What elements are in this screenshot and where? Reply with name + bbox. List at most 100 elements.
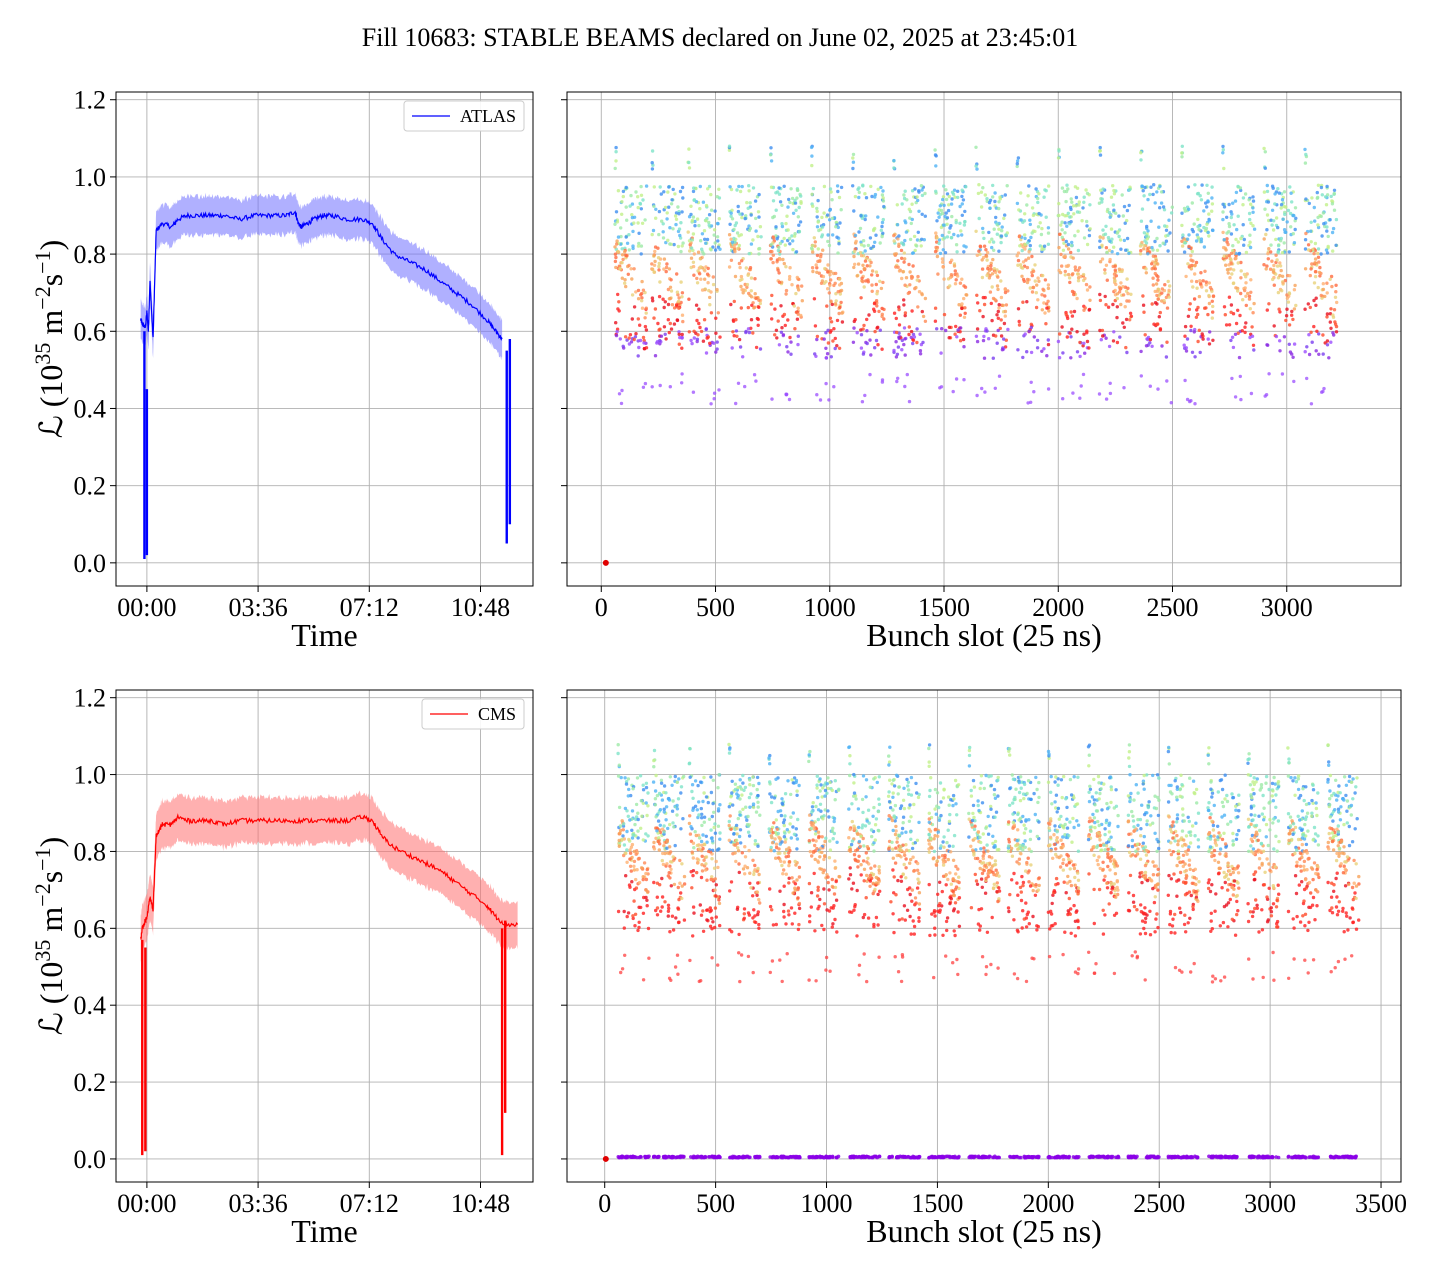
cms_bunch-point — [644, 785, 649, 790]
atlas_bunch-point — [820, 215, 824, 220]
cms_bunch-point — [1103, 827, 1107, 831]
atlas_bunch-point — [1037, 279, 1041, 283]
atlas_bunch-point — [1061, 351, 1065, 355]
atlas_bunch-point — [1283, 212, 1287, 217]
atlas_bunch-point — [956, 189, 960, 193]
cms_bunch-point — [833, 798, 837, 802]
atlas_bunch-point — [1069, 310, 1073, 314]
cms_bunch-point — [634, 852, 638, 856]
atlas_bunch-point — [851, 166, 855, 171]
cms_bunch-point — [1024, 901, 1028, 905]
atlas_bunch-point — [1034, 291, 1039, 295]
cms_bunch-point — [673, 843, 677, 848]
atlas_bunch-point — [753, 277, 757, 281]
cms_bunch-point — [1008, 803, 1012, 807]
atlas_bunch-point — [747, 330, 752, 335]
atlas_bunch-point — [1165, 340, 1169, 344]
atlas_bunch-point — [1230, 212, 1234, 216]
cms_bunch-point — [932, 910, 936, 914]
atlas_bunch-point — [1060, 228, 1064, 232]
atlas_bunch-point — [749, 276, 754, 280]
atlas_bunch-point — [757, 298, 761, 302]
atlas_bunch-point — [1128, 185, 1132, 189]
atlas_bunch-point — [982, 302, 987, 307]
atlas_bunch-point — [1200, 285, 1204, 289]
cms_bunch-point — [854, 797, 858, 801]
cms_bunch-point — [682, 874, 687, 879]
cms_bunch-point — [634, 817, 638, 822]
atlas_bunch-point — [657, 264, 661, 269]
atlas_bunch-point — [1278, 273, 1282, 278]
cms_time-ylabel-part: 35 — [30, 940, 55, 962]
atlas_bunch-point — [1164, 228, 1169, 232]
atlas_bunch-point — [1236, 240, 1241, 244]
atlas_bunch-point — [1108, 215, 1112, 219]
atlas_bunch-point — [716, 222, 720, 226]
cms_bunch-point — [948, 871, 952, 875]
atlas_bunch-point — [949, 224, 953, 228]
cms_bunch-point — [909, 775, 914, 780]
atlas_bunch-point — [1275, 264, 1280, 268]
cms_bunch-point — [1056, 777, 1060, 781]
atlas_bunch-point — [826, 341, 831, 345]
cms_bunch-point — [751, 802, 756, 806]
atlas_bunch-point — [1227, 295, 1232, 299]
atlas_bunch-point — [619, 226, 623, 230]
atlas_bunch-point — [1098, 245, 1102, 250]
atlas_bunch-point — [1269, 218, 1273, 222]
atlas_bunch-point — [1221, 151, 1225, 155]
atlas_bunch-point — [1243, 288, 1247, 293]
cms_bunch-point — [853, 904, 857, 909]
atlas_bunch-point — [834, 225, 838, 229]
atlas_bunch-point — [824, 331, 828, 335]
atlas_bunch-point — [679, 249, 683, 254]
atlas_bunch-point — [1112, 272, 1117, 276]
cms_bunch-point — [933, 787, 938, 792]
atlas_bunch-point — [1040, 349, 1044, 353]
atlas_bunch-point — [704, 203, 709, 208]
atlas_bunch-point — [1085, 242, 1090, 247]
atlas_bunch-point — [1316, 251, 1320, 256]
atlas_bunch-point — [1146, 229, 1150, 233]
cms_bunch-point — [993, 796, 998, 800]
atlas_bunch-point — [1126, 286, 1130, 290]
atlas_bunch-point — [903, 283, 907, 287]
cms_bunch-point — [901, 798, 906, 802]
atlas_bunch-point — [838, 221, 842, 225]
atlas_bunch-point — [627, 336, 631, 340]
atlas_bunch-point — [735, 231, 740, 235]
atlas_bunch-point — [1041, 287, 1045, 291]
atlas_bunch-point — [674, 217, 679, 221]
atlas_bunch-point — [1183, 209, 1187, 213]
atlas_bunch-point — [1187, 244, 1191, 249]
cms_bunch-point — [1016, 828, 1020, 832]
cms_bunch-point — [790, 876, 794, 880]
cms_bunch-point — [624, 782, 629, 786]
atlas_bunch-point — [976, 191, 981, 196]
atlas_bunch-point — [874, 282, 878, 287]
cms_bunch-point — [891, 828, 895, 833]
atlas_bunch-xtick-label: 1000 — [804, 593, 856, 622]
cms_bunch-point — [627, 787, 631, 792]
cms_bunch-point — [877, 829, 881, 833]
atlas_bunch-point — [782, 236, 786, 241]
atlas_bunch-point — [918, 352, 923, 356]
atlas_bunch-point — [617, 392, 622, 396]
atlas_bunch-point — [874, 233, 878, 237]
atlas_bunch-point — [1325, 343, 1330, 347]
atlas_bunch-point — [975, 393, 979, 398]
cms_bunch-point — [657, 791, 662, 796]
cms_bunch-point — [727, 751, 732, 755]
cms_bunch-point — [992, 793, 997, 797]
atlas_bunch-point — [681, 196, 685, 200]
atlas_bunch-point — [854, 239, 858, 243]
cms_bunch-point — [1056, 806, 1061, 811]
atlas_bunch-point — [1277, 191, 1282, 195]
atlas_bunch-point — [993, 270, 998, 275]
cms_bunch-point — [899, 879, 904, 883]
cms_bunch-point — [818, 855, 822, 859]
atlas_bunch-point — [974, 229, 978, 233]
atlas_bunch-point — [1264, 267, 1268, 271]
atlas_bunch-point — [1310, 196, 1314, 200]
cms_bunch-point — [993, 843, 997, 848]
